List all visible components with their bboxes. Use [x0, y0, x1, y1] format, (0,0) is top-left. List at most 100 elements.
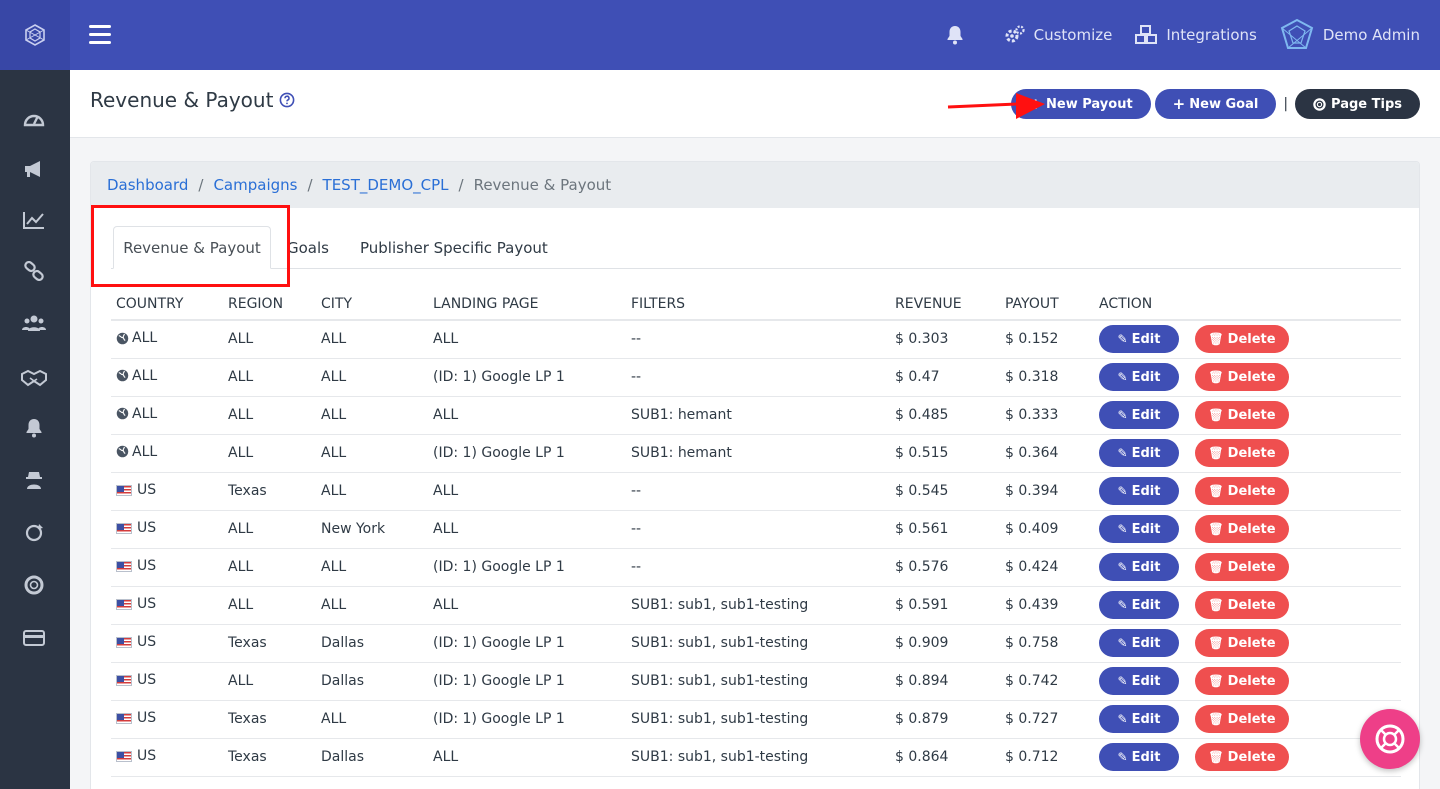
page-tips-button[interactable]: Page Tips [1295, 89, 1420, 119]
sidebar-item-links[interactable] [21, 258, 47, 284]
delete-button[interactable]: 🗑 Delete [1195, 515, 1289, 543]
tab-publisher-specific-payout[interactable]: Publisher Specific Payout [360, 238, 548, 257]
sidebar-item-dashboard[interactable] [21, 105, 47, 131]
tab-revenue-payout[interactable]: Revenue & Payout [113, 226, 271, 269]
breadcrumb-dashboard[interactable]: Dashboard [107, 176, 189, 194]
delete-label: Delete [1227, 597, 1276, 613]
delete-button[interactable]: 🗑 Delete [1195, 553, 1289, 581]
app-logo[interactable] [0, 0, 70, 70]
sidebar-item-partners[interactable] [21, 365, 47, 391]
plus-icon: + [1172, 95, 1186, 113]
delete-button[interactable]: 🗑 Delete [1195, 629, 1289, 657]
us-flag-icon [116, 636, 132, 648]
sidebar-item-billing[interactable] [21, 625, 47, 651]
edit-label: Edit [1131, 673, 1161, 689]
edit-button[interactable]: ✎ Edit [1099, 743, 1179, 771]
column-header-country[interactable]: COUNTRY [111, 288, 223, 321]
breadcrumb-current: Revenue & Payout [473, 176, 612, 194]
cell-country: US [111, 510, 223, 549]
sidebar-item-advertisers[interactable] [21, 467, 47, 493]
edit-button[interactable]: ✎ Edit [1099, 667, 1179, 695]
edit-button[interactable]: ✎ Edit [1099, 591, 1179, 619]
edit-button[interactable]: ✎ Edit [1099, 477, 1179, 505]
cell-landing-page: (ID: 1) Google LP 1 [428, 662, 626, 701]
edit-button[interactable]: ✎ Edit [1099, 705, 1179, 733]
column-header-city[interactable]: CITY [316, 288, 428, 321]
cell-filters: SUB1: hemant [626, 396, 890, 435]
question-circle-icon[interactable] [279, 92, 295, 108]
link-icon [24, 261, 44, 281]
delete-button[interactable]: 🗑 Delete [1195, 439, 1289, 467]
breadcrumb-divider: / [458, 176, 464, 194]
page-title: Revenue & Payout [90, 88, 295, 112]
gears-icon [1005, 25, 1025, 43]
trash-icon: 🗑 [1208, 408, 1224, 422]
sidebar-item-users[interactable] [21, 310, 47, 336]
country-text: ALL [132, 405, 158, 422]
delete-label: Delete [1227, 483, 1276, 499]
cell-landing-page: (ID: 1) Google LP 1 [428, 358, 626, 397]
life-ring-icon [24, 575, 44, 595]
menu-toggle-button[interactable] [89, 25, 111, 45]
cell-revenue: $ 0.303 [890, 320, 1000, 359]
sidebar-item-notifications[interactable] [21, 415, 47, 441]
delete-button[interactable]: 🗑 Delete [1195, 401, 1289, 429]
delete-button[interactable]: 🗑 Delete [1195, 743, 1289, 771]
delete-button[interactable]: 🗑 Delete [1195, 363, 1289, 391]
edit-button[interactable]: ✎ Edit [1099, 325, 1179, 354]
help-chat-button[interactable] [1360, 709, 1420, 769]
cell-city: Dallas [316, 662, 428, 701]
column-header-region[interactable]: REGION [223, 288, 316, 321]
cell-country: US [111, 738, 223, 777]
user-menu[interactable]: Demo Admin [1279, 18, 1420, 52]
sidebar-item-campaigns[interactable] [21, 156, 47, 182]
edit-button[interactable]: ✎ Edit [1099, 553, 1179, 581]
edit-button[interactable]: ✎ Edit [1099, 515, 1179, 543]
tab-bar: Revenue & Payout Goals Publisher Specifi… [111, 226, 1401, 269]
globe-icon [116, 407, 129, 420]
column-header-landing-page[interactable]: LANDING PAGE [428, 288, 626, 321]
table-row: ALL ALL ALL (ID: 1) Google LP 1 SUB1: hemant… [111, 434, 1401, 473]
new-goal-button[interactable]: + New Goal [1154, 89, 1277, 119]
breadcrumb-campaigns[interactable]: Campaigns [213, 176, 298, 194]
delete-button[interactable]: 🗑 Delete [1195, 667, 1289, 695]
edit-button[interactable]: ✎ Edit [1099, 439, 1179, 467]
cell-region: Texas [223, 624, 316, 663]
column-header-revenue[interactable]: REVENUE [890, 288, 1000, 321]
delete-button[interactable]: 🗑 Delete [1195, 325, 1289, 354]
cell-country: US [111, 662, 223, 701]
cubes-icon [1135, 25, 1158, 44]
country-text: US [137, 558, 157, 575]
integrations-button[interactable]: Integrations [1134, 25, 1257, 45]
customize-button[interactable]: Customize [1004, 25, 1112, 45]
cell-country: US [111, 700, 223, 739]
cell-city: New York [316, 510, 428, 549]
bell-icon [947, 26, 963, 45]
edit-button[interactable]: ✎ Edit [1099, 401, 1179, 429]
delete-button[interactable]: 🗑 Delete [1195, 477, 1289, 505]
table-row: US Texas ALL (ID: 1) Google LP 1 SUB1: sub1,… [111, 700, 1401, 739]
tab-goals[interactable]: Goals [287, 238, 329, 257]
cell-landing-page: (ID: 1) Google LP 1 [428, 548, 626, 587]
life-ring-icon [1313, 97, 1326, 111]
us-flag-icon [116, 750, 132, 762]
cell-action: ✎ Edit 🗑 Delete [1094, 548, 1401, 587]
cell-revenue: $ 0.879 [890, 700, 1000, 739]
notifications-button[interactable] [946, 25, 972, 45]
sidebar-item-sync[interactable] [21, 520, 47, 546]
cell-payout: $ 0.409 [1000, 510, 1094, 549]
country-text: US [137, 520, 157, 537]
delete-button[interactable]: 🗑 Delete [1195, 591, 1289, 619]
table-row: US ALL ALL (ID: 1) Google LP 1 -- $ 0.576 $ 0.… [111, 548, 1401, 587]
edit-button[interactable]: ✎ Edit [1099, 629, 1179, 657]
sidebar-item-support[interactable] [21, 572, 47, 598]
sidebar-item-reports[interactable] [21, 207, 47, 233]
trash-icon: 🗑 [1208, 636, 1224, 650]
delete-button[interactable]: 🗑 Delete [1195, 705, 1289, 733]
breadcrumb-campaign[interactable]: TEST_DEMO_CPL [322, 176, 449, 194]
cell-city: ALL [316, 548, 428, 587]
column-header-filters[interactable]: FILTERS [626, 288, 890, 321]
column-header-payout[interactable]: PAYOUT [1000, 288, 1094, 321]
edit-button[interactable]: ✎ Edit [1099, 363, 1179, 391]
cell-landing-page: ALL [428, 586, 626, 625]
